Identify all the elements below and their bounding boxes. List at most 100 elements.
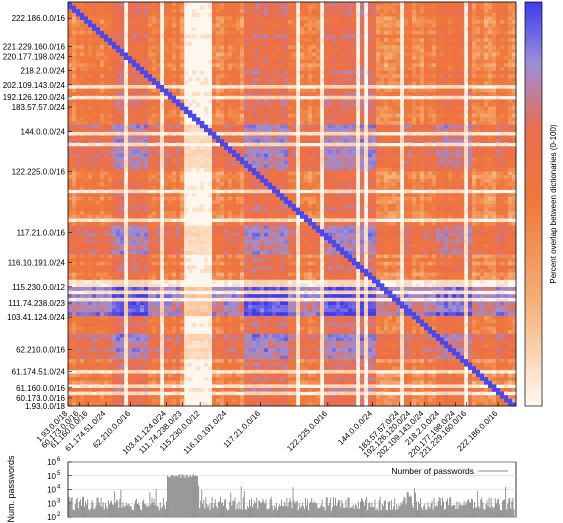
heatmap-cell [244, 45, 249, 50]
heatmap-cell [152, 117, 157, 122]
heatmap-cell [424, 175, 429, 180]
heatmap-cell [360, 175, 365, 180]
heatmap-cell [448, 5, 453, 10]
heatmap-cell [236, 146, 241, 151]
heatmap-cell [448, 59, 453, 64]
heatmap-cell [504, 175, 509, 180]
heatmap-cell [352, 59, 357, 64]
heatmap-cell [288, 157, 293, 162]
heatmap-cell [284, 74, 289, 79]
heatmap-cell [472, 12, 477, 17]
heatmap-cell [280, 81, 285, 86]
heatmap-cell [164, 74, 169, 79]
heatmap-cell [176, 157, 181, 162]
heatmap-cell [216, 153, 221, 158]
heatmap-cell [208, 128, 213, 133]
heatmap-cell [500, 30, 505, 35]
heatmap-cell [368, 27, 373, 32]
heatmap-cell [492, 167, 497, 172]
heatmap-cell [84, 81, 89, 86]
heatmap-cell [224, 149, 229, 154]
heatmap-cell [264, 171, 269, 176]
heatmap-cell [188, 160, 193, 165]
heatmap-cell [152, 167, 157, 172]
heatmap-cell [436, 106, 441, 111]
heatmap-cell [328, 167, 333, 172]
heatmap-cell [212, 124, 217, 129]
heatmap-cell [84, 5, 89, 10]
heatmap-cell [352, 77, 357, 82]
heatmap-cell [148, 178, 153, 183]
heatmap-cell [208, 153, 213, 158]
heatmap-cell [104, 142, 109, 147]
heatmap-cell [268, 12, 273, 17]
heatmap-cell [260, 81, 265, 86]
heatmap-cell [424, 178, 429, 183]
heatmap-cell [164, 164, 169, 169]
heatmap-cell [420, 48, 425, 53]
heatmap-cell [432, 2, 437, 6]
heatmap-cell [428, 106, 433, 111]
heatmap-cell [204, 167, 209, 172]
heatmap-cell [512, 106, 517, 111]
heatmap-cell [80, 2, 85, 6]
heatmap-cell [488, 153, 493, 158]
heatmap-cell [500, 113, 505, 118]
heatmap-cell [316, 5, 321, 10]
heatmap-cell [424, 74, 429, 79]
heatmap-cell [288, 52, 293, 57]
heatmap-cell [148, 63, 153, 68]
heatmap-cell [128, 178, 133, 183]
heatmap-cell [420, 56, 425, 61]
heatmap-cell [276, 66, 281, 71]
heatmap-cell [428, 135, 433, 140]
heatmap-cell [252, 139, 257, 143]
heatmap-cell [248, 110, 253, 115]
heatmap-cell [92, 110, 97, 115]
heatmap-cell [136, 146, 141, 151]
heatmap-cell [312, 121, 317, 125]
heatmap-cell [484, 9, 489, 14]
heatmap-cell [104, 81, 109, 86]
heatmap-cell [112, 99, 117, 104]
heatmap-cell [480, 106, 485, 111]
heatmap-cell [280, 142, 285, 147]
heatmap-cell [308, 103, 313, 107]
heatmap-cell [324, 34, 329, 39]
heatmap-cell [396, 38, 401, 42]
heatmap-cell [412, 157, 417, 162]
heatmap-cell [268, 106, 273, 111]
heatmap-cell [512, 9, 517, 14]
heatmap-cell [436, 84, 441, 89]
heatmap-cell [272, 2, 277, 6]
heatmap-cell [240, 113, 245, 118]
heatmap-cell [176, 56, 181, 61]
heatmap-cell [492, 16, 497, 21]
heatmap-cell [256, 92, 261, 97]
heatmap-cell [168, 34, 173, 39]
heatmap-cell [244, 121, 249, 125]
heatmap-cell [352, 149, 357, 154]
heatmap-cell [308, 70, 313, 75]
heatmap-cell [452, 48, 457, 53]
heatmap-cell [224, 52, 229, 57]
heatmap-cell [72, 23, 77, 28]
heatmap-cell [256, 149, 261, 154]
heatmap-cell [384, 81, 389, 86]
heatmap-cell [240, 45, 245, 50]
heatmap-cell [504, 128, 509, 133]
heatmap-cell [392, 41, 397, 46]
heatmap-cell [428, 178, 433, 183]
heatmap-cell [68, 160, 73, 165]
heatmap-cell [208, 146, 213, 151]
heatmap-cell [76, 23, 81, 28]
heatmap-cell [188, 41, 193, 46]
heatmap-cell [504, 59, 509, 64]
heatmap-cell [420, 128, 425, 133]
heatmap-cell [476, 128, 481, 133]
heatmap-cell [356, 70, 361, 75]
heatmap-cell [384, 66, 389, 71]
heatmap-cell [504, 9, 509, 14]
heatmap-cell [196, 128, 201, 133]
heatmap-cell [180, 27, 185, 32]
